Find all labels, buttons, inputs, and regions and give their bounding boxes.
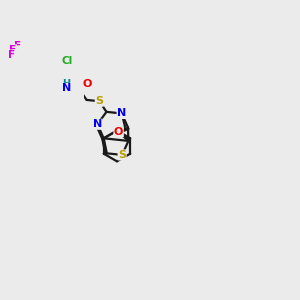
Text: N: N bbox=[93, 119, 102, 129]
Text: S: S bbox=[95, 96, 103, 106]
Text: F: F bbox=[9, 45, 16, 55]
Text: F: F bbox=[14, 41, 21, 51]
Text: O: O bbox=[83, 79, 92, 89]
Text: Cl: Cl bbox=[61, 56, 73, 66]
Text: O: O bbox=[114, 127, 123, 136]
Text: F: F bbox=[8, 50, 15, 60]
Text: N: N bbox=[117, 109, 126, 118]
Text: H: H bbox=[63, 79, 71, 89]
Text: S: S bbox=[118, 150, 126, 160]
Text: N: N bbox=[62, 83, 71, 93]
